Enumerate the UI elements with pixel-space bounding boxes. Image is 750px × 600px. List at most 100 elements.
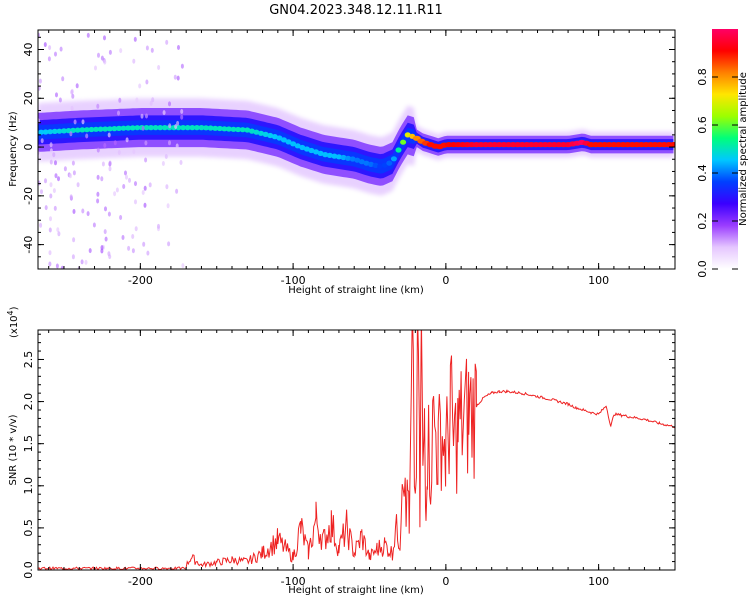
spectrogram-frame	[37, 29, 676, 270]
spectrogram-noise-cell	[175, 143, 179, 149]
spectrogram-ridge-cell	[244, 127, 251, 133]
spectrogram-ridge-cell	[253, 129, 260, 135]
snr-x-tick-label: 100	[588, 575, 609, 588]
snr-y-tick-label: 1.0	[22, 477, 35, 495]
spectrogram-noise-cell	[141, 125, 145, 131]
spectrogram-ridge-cell	[280, 137, 287, 143]
spectrogram-ridge-cell	[203, 125, 209, 131]
spectrogram-noise-cell	[88, 248, 92, 254]
snr-plot-area	[38, 330, 675, 570]
spectrogram-ridge-cell	[317, 150, 324, 156]
spectrogram-noise-cell	[168, 123, 172, 129]
spectrogram-noise-cell	[97, 52, 100, 58]
snr-y-tick-label: 0.5	[22, 519, 35, 537]
spectrogram-noise-cell	[96, 191, 100, 197]
spectrogram-ridge-cell	[111, 126, 118, 132]
spectrogram-ridge-cell	[381, 162, 388, 168]
spectrogram-ridge-cell	[93, 126, 99, 132]
spectrogram-ridge-cell	[267, 132, 274, 139]
spectrogram-noise-cell	[144, 140, 148, 146]
spectrogram-noise-cell	[167, 241, 171, 247]
spectrogram-noise-cell	[107, 132, 111, 138]
spectrogram-noise-cell	[49, 216, 52, 222]
spectrogram-ridge-cell	[102, 126, 109, 132]
spectrogram-noise-cell	[157, 223, 160, 229]
spectrogram-ridge-cell	[88, 126, 95, 133]
spectrogram-noise-cell	[124, 170, 127, 176]
spectrogram-ridge-cell	[212, 125, 219, 131]
spectrogram-ridge-cell	[262, 131, 269, 137]
spectrogram-ridge-cell	[189, 125, 196, 131]
spectrogram-noise-cell	[92, 222, 96, 228]
spectrogram-ridge-cell	[51, 128, 58, 134]
spectrogram-noise-cell	[54, 173, 58, 179]
spectrogram-ridge-cell	[358, 159, 365, 165]
spectrogram-ridge-cell	[216, 125, 223, 132]
spectrogram-x-tick-label: -100	[281, 274, 306, 287]
snr-x-tick-label: -100	[281, 575, 306, 588]
spectrogram-noise-cell	[84, 259, 88, 265]
snr-x-tick-label: 0	[442, 575, 449, 588]
spectrogram-noise-cell	[165, 39, 169, 45]
snr-frame	[37, 329, 676, 571]
spectrogram-noise-cell	[164, 154, 168, 159]
spectrogram-noise-cell	[96, 174, 100, 180]
spectrogram-noise-cell	[115, 187, 119, 193]
spectrogram-noise-cell	[113, 140, 117, 146]
spectrogram-noise-cell	[104, 206, 107, 212]
spectrogram-noise-cell	[52, 152, 56, 158]
spectrogram-noise-cell	[148, 182, 152, 188]
spectrogram-noise-cell	[144, 157, 148, 163]
spectrogram-noise-cell	[176, 75, 180, 81]
spectrogram-noise-cell	[108, 166, 112, 172]
spectrogram-noise-cell	[75, 83, 79, 89]
spectrogram-noise-cell	[38, 85, 41, 91]
spectrogram-noise-cell	[85, 133, 89, 139]
snr-y-scale-label: (x104)	[6, 306, 20, 338]
spectrogram-noise-cell	[142, 241, 146, 247]
spectrogram-noise-cell	[117, 150, 121, 155]
spectrogram-noise-cell	[70, 89, 74, 95]
spectrogram-ridge-cell	[56, 128, 63, 134]
spectrogram-ridge-cell	[152, 125, 159, 131]
spectrogram-noise-cell	[108, 160, 112, 166]
spectrogram-x-tick-label: 100	[588, 274, 609, 287]
spectrogram-noise-cell	[128, 177, 131, 183]
spectrogram-noise-cell	[86, 32, 90, 38]
spectrogram-x-tick-label: -200	[128, 274, 153, 287]
colorbar-label: Normalized spectral amplitude	[738, 72, 749, 226]
spectrogram-noise-cell	[59, 46, 63, 52]
spectrogram-noise-cell	[127, 245, 131, 251]
spectrogram-x-axis-label: Height of straight line (km)	[288, 285, 424, 296]
spectrogram-ridge-cell	[390, 156, 397, 162]
spectrogram-noise-cell	[100, 248, 104, 254]
spectrogram-noise-cell	[100, 55, 104, 61]
spectrogram-ridge-cell	[184, 125, 191, 131]
spectrogram-noise-cell	[80, 259, 84, 265]
spectrogram-ridge-cell	[180, 125, 187, 131]
spectrogram-ridge-cell	[42, 129, 49, 135]
spectrogram-noise-cell	[162, 110, 166, 116]
spectrogram-ridge-cell	[669, 142, 675, 148]
spectrogram-noise-cell	[134, 199, 137, 205]
spectrogram-noise-cell	[71, 93, 75, 99]
spectrogram-noise-cell	[48, 45, 52, 51]
spectrogram-noise-cell	[133, 36, 137, 42]
spectrogram-noise-cell	[118, 97, 122, 103]
snr-y-tick-label: 0.0	[22, 561, 35, 579]
spectrogram-noise-cell	[175, 188, 179, 194]
spectrogram-ridge-cell	[47, 129, 54, 135]
spectrogram-x-tick-label: 0	[442, 274, 449, 287]
spectrogram-noise-cell	[113, 191, 117, 197]
spectrogram-noise-cell	[177, 45, 180, 50]
spectrogram-ridge-cell	[143, 125, 150, 131]
spectrogram-noise-cell	[181, 263, 185, 269]
spectrogram-noise-cell	[71, 160, 75, 166]
snr-x-ticks: -200 -100 0 100	[48, 330, 676, 588]
spectrogram-ridge-cell	[308, 147, 315, 154]
spectrogram-noise-cell	[103, 143, 107, 148]
spectrogram-noise-cell	[146, 250, 150, 256]
spectrogram-noise-cell	[55, 92, 58, 98]
spectrogram-noise-cell	[69, 194, 73, 200]
spectrogram-noise-cell	[125, 174, 128, 180]
